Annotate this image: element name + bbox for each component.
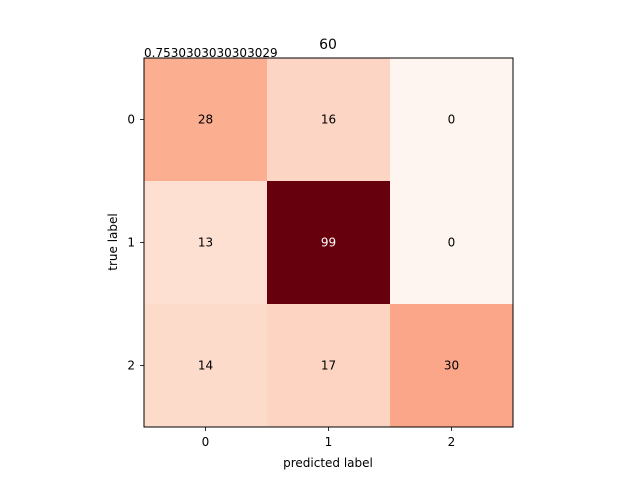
heatmap-cell-1-2 (390, 181, 514, 305)
cell-value-2-0: 14 (198, 359, 213, 373)
cell-value-0-2: 0 (448, 113, 456, 127)
cell-value-0-0: 28 (198, 113, 213, 127)
cell-value-2-1: 17 (321, 359, 336, 373)
x-tick-label-2: 2 (448, 435, 456, 449)
cell-value-1-1: 99 (321, 236, 336, 250)
y-axis-label: true label (106, 213, 120, 270)
y-tick-label-2: 2 (127, 359, 135, 373)
x-axis-ticks: 0 1 2 (202, 427, 456, 449)
heatmap-cell-2-1 (267, 304, 391, 428)
heatmap-cell-1-1 (267, 181, 391, 305)
heatmap-cell-2-2 (390, 304, 514, 428)
heatmap-cell-0-2 (390, 58, 514, 182)
y-tick-label-0: 0 (127, 113, 135, 127)
x-tick-label-1: 1 (325, 435, 333, 449)
heatmap-cells (144, 58, 514, 428)
x-tick-label-0: 0 (202, 435, 210, 449)
heatmap-cell-0-0 (144, 58, 268, 182)
heatmap-cell-2-0 (144, 304, 268, 428)
cell-value-2-2: 30 (444, 359, 459, 373)
y-tick-label-1: 1 (127, 236, 135, 250)
x-axis-label: predicted label (283, 456, 373, 470)
chart-title: 60 (319, 37, 337, 53)
accuracy-annotation: 0.7530303030303029 (144, 46, 278, 60)
cell-value-1-0: 13 (198, 236, 213, 250)
heatmap-cell-1-0 (144, 181, 268, 305)
cell-value-1-2: 0 (448, 236, 456, 250)
y-axis-ticks: 0 1 2 (127, 113, 144, 373)
heatmap-cell-0-1 (267, 58, 391, 182)
cell-value-labels: 28 16 0 13 99 0 14 17 30 (198, 113, 459, 373)
cell-value-0-1: 16 (321, 113, 336, 127)
